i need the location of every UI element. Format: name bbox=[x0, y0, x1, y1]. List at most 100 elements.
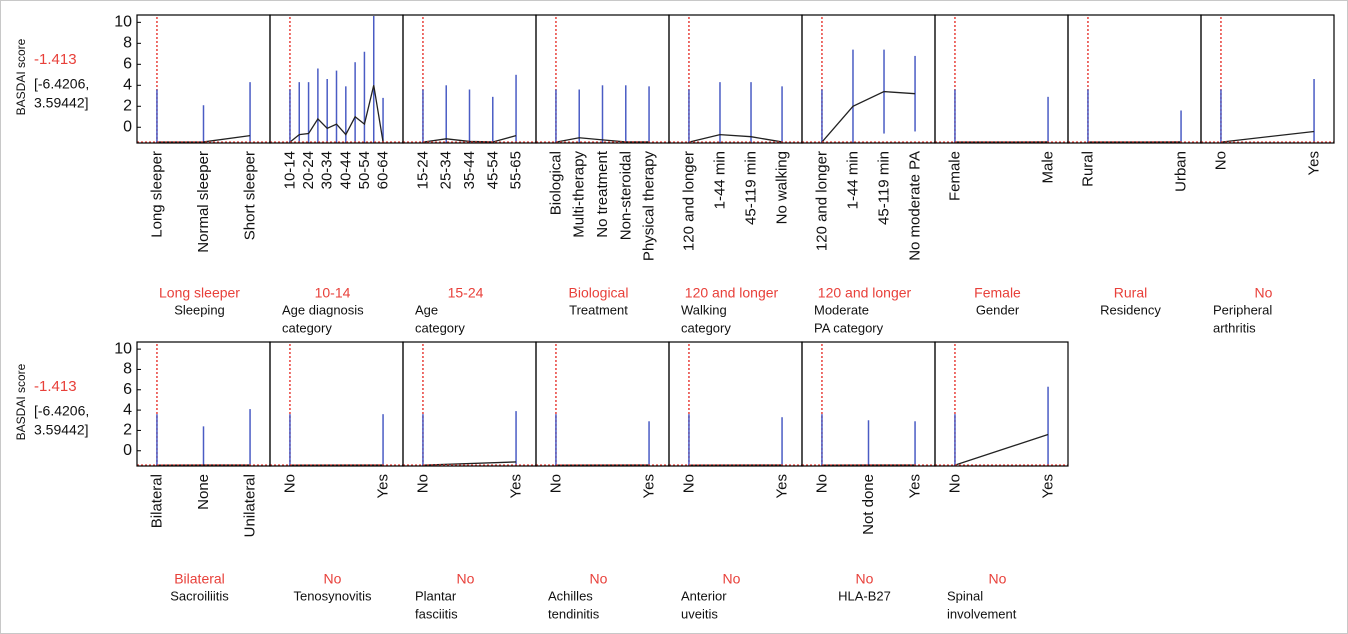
x-tick-label: Normal sleeper bbox=[195, 151, 212, 253]
current-level: Biological bbox=[569, 285, 629, 301]
current-level: Long sleeper bbox=[159, 285, 240, 301]
panel-frame bbox=[934, 341, 1069, 467]
x-tick-label: 1-44 min bbox=[844, 151, 861, 209]
x-tick-label: None bbox=[195, 474, 212, 510]
current-level: 120 and longer bbox=[685, 285, 779, 301]
current-value: -1.413 bbox=[34, 378, 77, 395]
x-tick-label: 10-14 bbox=[281, 151, 298, 189]
x-tick-label: 120 and longer bbox=[680, 151, 697, 251]
factor-label: Achilles bbox=[548, 588, 593, 603]
x-tick-label: Male bbox=[1040, 151, 1057, 184]
factor-label: fasciitis bbox=[415, 606, 458, 621]
factor-label: Treatment bbox=[569, 302, 628, 317]
interval-label: [-6.4206, bbox=[34, 76, 89, 92]
x-tick-label: 40-44 bbox=[337, 151, 354, 189]
y-tick-label: 4 bbox=[123, 401, 132, 418]
panel bbox=[422, 344, 517, 466]
x-tick-label: Not done bbox=[860, 474, 877, 535]
y-tick-label: 6 bbox=[123, 381, 132, 398]
y-tick-label: 6 bbox=[123, 56, 132, 73]
prediction-line bbox=[422, 135, 517, 143]
factor-label: category bbox=[282, 320, 332, 335]
y-tick-label: 10 bbox=[114, 14, 132, 31]
x-tick-label: Unilateral bbox=[242, 474, 259, 537]
prediction-line bbox=[821, 90, 916, 143]
factor-label: PA category bbox=[814, 320, 884, 335]
panel bbox=[156, 17, 251, 143]
factor-label: Sacroiliitis bbox=[170, 588, 229, 603]
x-tick-label: Non-steroidal bbox=[617, 151, 634, 240]
factor-label: Residency bbox=[1100, 302, 1161, 317]
x-tick-label: Yes bbox=[375, 474, 392, 498]
current-level: No bbox=[856, 571, 874, 587]
prediction-line bbox=[156, 135, 251, 143]
panel bbox=[821, 17, 916, 143]
current-level: 10-14 bbox=[315, 285, 351, 301]
panel bbox=[954, 344, 1049, 466]
current-level: No bbox=[324, 571, 342, 587]
x-tick-label: Bilateral bbox=[148, 474, 165, 528]
x-tick-label: 50-54 bbox=[356, 151, 373, 189]
x-tick-label: 35-44 bbox=[461, 151, 478, 189]
current-level: Bilateral bbox=[174, 571, 225, 587]
x-tick-label: Yes bbox=[641, 474, 658, 498]
factor-label: Age diagnosis bbox=[282, 302, 364, 317]
factor-label: Gender bbox=[976, 302, 1020, 317]
factor-label: uveitis bbox=[681, 606, 718, 621]
y-tick-label: 0 bbox=[123, 442, 132, 459]
x-tick-label: Female bbox=[946, 151, 963, 201]
x-tick-label: 120 and longer bbox=[813, 151, 830, 251]
factor-label: Plantar bbox=[415, 588, 457, 603]
y-tick-label: 10 bbox=[114, 340, 132, 357]
current-level: Rural bbox=[1114, 285, 1147, 301]
current-level: No bbox=[1255, 285, 1273, 301]
x-tick-label: Yes bbox=[508, 474, 525, 498]
y-tick-label: 4 bbox=[123, 77, 132, 94]
factor-label: Moderate bbox=[814, 302, 869, 317]
x-tick-label: No moderate PA bbox=[907, 151, 924, 261]
current-level: No bbox=[457, 571, 475, 587]
x-tick-label: No bbox=[680, 474, 697, 493]
y-tick-label: 2 bbox=[123, 422, 132, 439]
factor-label: tendinitis bbox=[548, 606, 600, 621]
factor-label: arthritis bbox=[1213, 320, 1256, 335]
x-tick-label: 30-34 bbox=[319, 151, 336, 189]
x-tick-label: 20-24 bbox=[300, 151, 317, 189]
x-tick-label: Urban bbox=[1173, 151, 1190, 192]
factor-label: Age bbox=[415, 302, 438, 317]
current-level: No bbox=[590, 571, 608, 587]
x-tick-label: Yes bbox=[1040, 474, 1057, 498]
x-tick-label: No bbox=[946, 474, 963, 493]
factor-label: Sleeping bbox=[174, 302, 225, 317]
y-tick-label: 8 bbox=[123, 35, 132, 52]
x-tick-label: No bbox=[813, 474, 830, 493]
panel bbox=[422, 17, 517, 143]
y-tick-label: 8 bbox=[123, 361, 132, 378]
factor-label: involvement bbox=[947, 606, 1017, 621]
interval-label: 3.59442] bbox=[34, 422, 89, 438]
prediction-line bbox=[1220, 130, 1315, 143]
panel bbox=[954, 17, 1049, 143]
y-tick-label: 0 bbox=[123, 118, 132, 135]
x-tick-label: Yes bbox=[774, 474, 791, 498]
panel-frame bbox=[1200, 14, 1335, 144]
x-tick-label: 60-64 bbox=[375, 151, 392, 189]
x-tick-label: Short sleeper bbox=[242, 151, 259, 240]
x-tick-label: 55-65 bbox=[508, 151, 525, 189]
panel bbox=[1220, 17, 1315, 143]
x-tick-label: Biological bbox=[547, 151, 564, 215]
x-tick-label: Rural bbox=[1079, 151, 1096, 187]
panel bbox=[688, 17, 783, 143]
interval-label: 3.59442] bbox=[34, 95, 89, 111]
x-tick-label: No treatment bbox=[594, 150, 611, 238]
prediction-line bbox=[954, 433, 1049, 466]
prediction-line bbox=[688, 133, 783, 143]
x-tick-label: No bbox=[281, 474, 298, 493]
panel bbox=[555, 344, 650, 466]
x-tick-label: Multi-therapy bbox=[571, 151, 588, 238]
panel bbox=[289, 344, 384, 466]
y-axis-label: BASDAI score bbox=[14, 363, 28, 440]
factor-label: Anterior bbox=[681, 588, 727, 603]
factor-label: HLA-B27 bbox=[838, 588, 891, 603]
